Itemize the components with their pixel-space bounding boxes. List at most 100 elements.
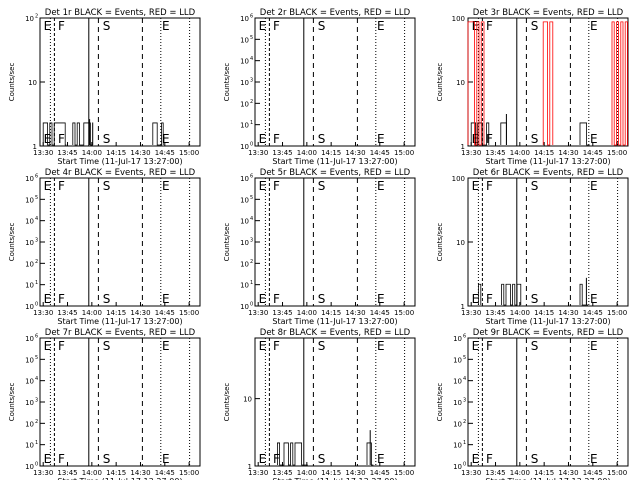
plot-frame bbox=[40, 18, 200, 146]
flag-label-top: S bbox=[531, 339, 539, 353]
series-0-burst bbox=[501, 123, 507, 145]
y-axis-label: Counts/sec bbox=[223, 63, 231, 102]
y-tick-exponent: 1 bbox=[250, 120, 253, 126]
flag-label-top: E bbox=[472, 339, 480, 353]
y-tick-exponent: 0 bbox=[250, 142, 253, 148]
flag-label-top: F bbox=[486, 179, 493, 193]
y-tick-exponent: 3 bbox=[35, 238, 38, 244]
y-tick-label: 10 bbox=[240, 196, 249, 204]
flag-label-top: E bbox=[590, 19, 598, 33]
y-axis-label: Counts/sec bbox=[436, 63, 444, 102]
x-tick-label: 14:00 bbox=[297, 309, 317, 317]
flag-label-top: E bbox=[162, 19, 170, 33]
flag-label-bottom: S bbox=[531, 452, 539, 466]
chart-title: Det 6r BLACK = Events, RED = LLD bbox=[473, 168, 624, 178]
y-tick-label: 10 bbox=[453, 356, 462, 364]
x-tick-label: 15:00 bbox=[394, 469, 414, 477]
chart-title: Det 4r BLACK = Events, RED = LLD bbox=[45, 168, 196, 178]
flag-label-top: E bbox=[162, 339, 170, 353]
panel-det-6: Det 6r BLACK = Events, RED = LLDCounts/s… bbox=[436, 168, 628, 326]
x-tick-label: 14:30 bbox=[345, 309, 365, 317]
flag-label-top: S bbox=[318, 19, 326, 33]
flag-label-top: S bbox=[318, 339, 326, 353]
flag-label-top: S bbox=[103, 339, 111, 353]
y-tick-exponent: 6 bbox=[463, 334, 466, 340]
x-tick-label: 15:00 bbox=[179, 149, 199, 157]
y-tick-exponent: 4 bbox=[250, 56, 253, 62]
flag-label-bottom: E bbox=[259, 132, 267, 146]
y-tick-label: 10 bbox=[25, 282, 34, 290]
flag-label-top: S bbox=[531, 179, 539, 193]
x-tick-label: 14:15 bbox=[106, 469, 126, 477]
x-axis-label: Start Time (11-Jul-17 13:27:00) bbox=[57, 157, 182, 166]
y-axis-label: Counts/sec bbox=[223, 383, 231, 422]
y-tick-exponent: 2 bbox=[35, 259, 38, 265]
y-tick-label: 10 bbox=[240, 36, 249, 44]
y-tick-label: 10 bbox=[453, 335, 462, 343]
flag-label-top: E bbox=[259, 19, 267, 33]
y-tick-exponent: 4 bbox=[35, 376, 38, 382]
x-tick-label: 13:30 bbox=[461, 149, 481, 157]
x-tick-label: 15:00 bbox=[179, 469, 199, 477]
flag-label-top: E bbox=[44, 179, 52, 193]
y-tick-label: 10 bbox=[240, 239, 249, 247]
panel-det-7: Det 7r BLACK = Events, RED = LLD Counts/s… bbox=[8, 328, 200, 480]
flag-label-bottom: E bbox=[44, 292, 52, 306]
y-tick-exponent: 2 bbox=[35, 14, 38, 20]
x-tick-label: 14:00 bbox=[297, 149, 317, 157]
flag-label-bottom: S bbox=[103, 452, 111, 466]
flag-label-top: E bbox=[162, 179, 170, 193]
y-tick-exponent: 0 bbox=[250, 302, 253, 308]
x-tick-label: 14:45 bbox=[583, 309, 603, 317]
x-tick-label: 14:00 bbox=[510, 149, 530, 157]
flag-label-bottom: E bbox=[377, 452, 385, 466]
y-tick-exponent: 1 bbox=[463, 440, 466, 446]
y-tick-label: 10 bbox=[240, 282, 249, 290]
series-0-burst bbox=[478, 284, 480, 305]
series-0-burst bbox=[277, 443, 307, 465]
y-tick-label: 10 bbox=[240, 58, 249, 66]
flag-label-bottom: S bbox=[103, 132, 111, 146]
x-tick-label: 15:00 bbox=[607, 149, 627, 157]
x-tick-label: 13:30 bbox=[248, 469, 268, 477]
y-tick-exponent: 5 bbox=[35, 355, 38, 361]
flag-label-bottom: S bbox=[531, 292, 539, 306]
x-tick-label: 15:00 bbox=[179, 309, 199, 317]
x-tick-label: 14:15 bbox=[106, 309, 126, 317]
x-tick-label: 13:45 bbox=[485, 309, 505, 317]
chart-title: Det 5r BLACK = Events, RED = LLD bbox=[260, 168, 411, 178]
flag-label-bottom: F bbox=[273, 292, 280, 306]
flag-label-top: E bbox=[377, 179, 385, 193]
chart-title: Det 7r BLACK = Events, RED = LLD bbox=[45, 328, 196, 338]
panel-det-2: Det 2r BLACK = Events, RED = LLDCounts/s… bbox=[223, 8, 415, 166]
y-tick-label: 100 bbox=[452, 175, 465, 183]
flag-label-top: F bbox=[486, 19, 493, 33]
x-tick-label: 14:00 bbox=[82, 309, 102, 317]
x-tick-label: 13:45 bbox=[485, 469, 505, 477]
plot-frame bbox=[255, 178, 415, 306]
y-axis-label: Counts/sec bbox=[8, 383, 16, 422]
x-tick-label: 15:00 bbox=[607, 469, 627, 477]
x-tick-label: 14:00 bbox=[510, 469, 530, 477]
y-tick-exponent: 1 bbox=[250, 280, 253, 286]
panel-det-5: Det 5r BLACK = Events, RED = LLDCounts/s… bbox=[223, 168, 415, 326]
chart-title: Det 1r BLACK = Events, RED = LLD bbox=[45, 8, 196, 18]
x-tick-label: 14:30 bbox=[130, 469, 150, 477]
y-tick-exponent: 0 bbox=[35, 302, 38, 308]
y-tick-exponent: 2 bbox=[463, 419, 466, 425]
flag-label-top: E bbox=[259, 339, 267, 353]
x-tick-label: 14:30 bbox=[345, 469, 365, 477]
y-tick-label: 10 bbox=[25, 420, 34, 428]
flag-label-bottom: F bbox=[58, 452, 65, 466]
panel-det-3: Det 3r BLACK = Events, RED = LLD Counts/s… bbox=[436, 8, 628, 166]
flag-label-top: F bbox=[486, 339, 493, 353]
plot-frame bbox=[255, 18, 415, 146]
flag-label-top: E bbox=[472, 179, 480, 193]
y-tick-exponent: 6 bbox=[35, 334, 38, 340]
y-axis-label: Counts/sec bbox=[8, 223, 16, 262]
series-1-burst bbox=[612, 22, 628, 145]
y-tick-label: 10 bbox=[25, 175, 34, 183]
y-tick-label: 10 bbox=[25, 356, 34, 364]
flag-label-bottom: F bbox=[486, 132, 493, 146]
